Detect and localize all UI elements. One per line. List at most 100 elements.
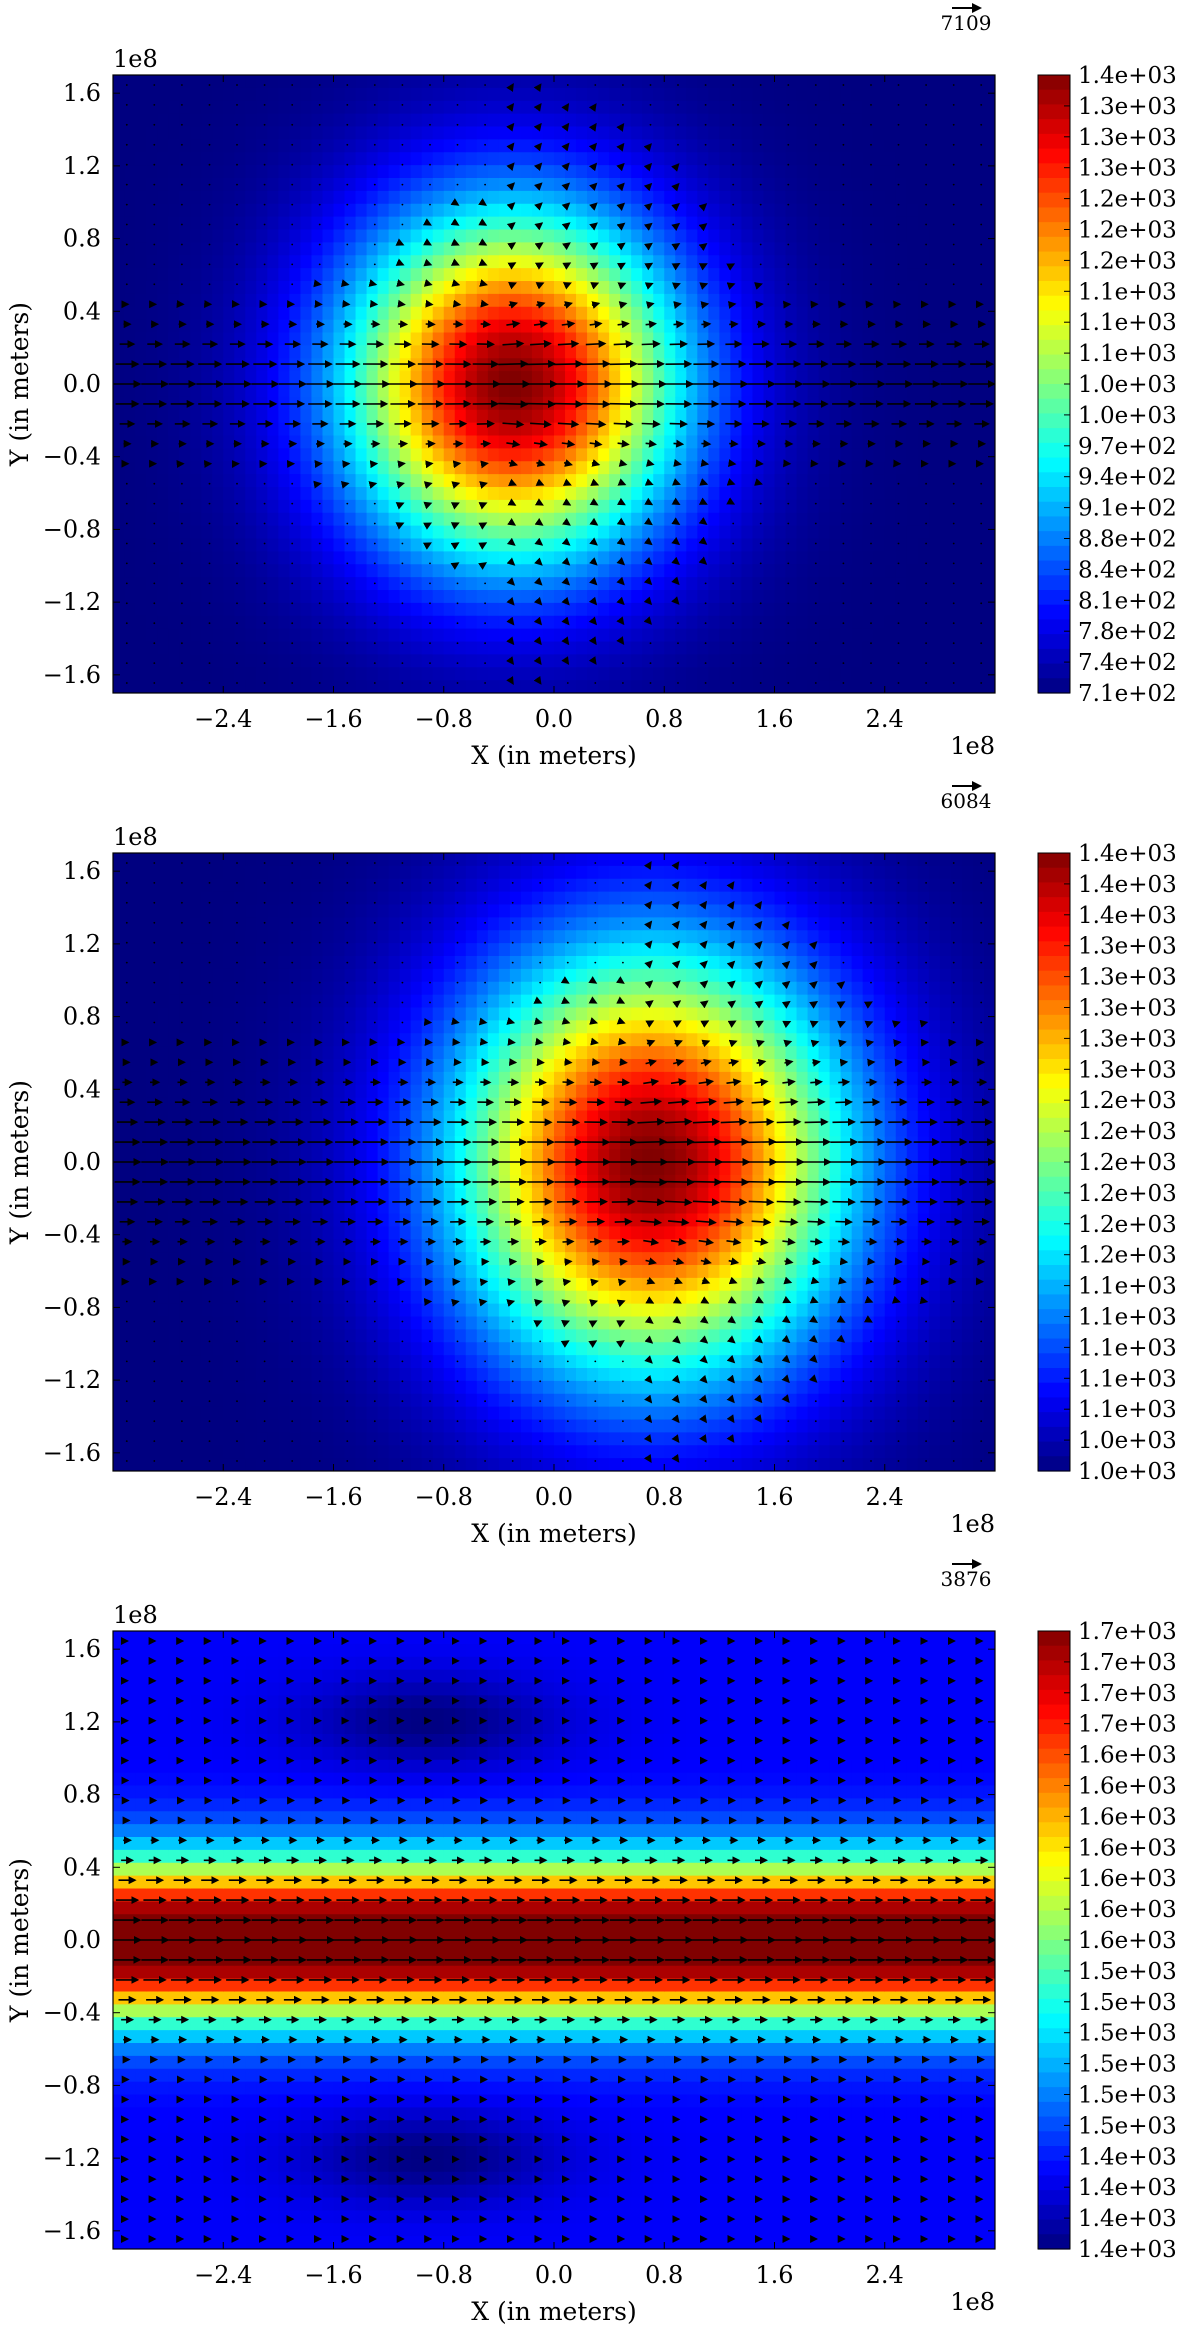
heat-cell xyxy=(190,100,202,115)
heat-cell xyxy=(509,422,522,437)
heat-cell xyxy=(520,499,533,514)
quiver-dot xyxy=(732,602,735,605)
heat-cell xyxy=(763,474,776,488)
heat-cell xyxy=(234,358,246,372)
heat-cell xyxy=(377,190,390,205)
heat-cell xyxy=(267,165,279,179)
heat-cell xyxy=(410,293,423,308)
quiver-arrow xyxy=(506,676,514,685)
heat-cell xyxy=(741,384,754,398)
quiver-dot xyxy=(346,682,349,684)
heat-cell xyxy=(895,641,908,655)
heat-cell xyxy=(928,538,941,552)
quiver-dot xyxy=(429,104,431,106)
heat-cell xyxy=(752,512,765,527)
quiver-dot xyxy=(236,143,238,146)
heat-cell xyxy=(124,75,136,89)
heat-cell xyxy=(917,628,930,643)
quiver-dot xyxy=(263,263,266,266)
heat-cell xyxy=(708,525,720,540)
quiver-dot xyxy=(291,602,294,605)
heat-cell xyxy=(476,409,489,424)
heat-cell xyxy=(212,203,224,218)
heat-cell xyxy=(322,87,335,102)
heat-cell xyxy=(421,319,434,334)
heat-cell xyxy=(399,525,412,540)
heat-cell xyxy=(135,487,147,501)
heat-cell xyxy=(653,229,665,243)
heat-cell xyxy=(157,255,169,269)
heat-cell xyxy=(256,551,268,565)
heat-cell xyxy=(300,345,313,359)
heat-cell xyxy=(300,190,313,205)
heat-cell xyxy=(576,641,588,655)
heat-cell xyxy=(653,358,665,372)
heat-cell xyxy=(862,525,875,540)
heat-cell xyxy=(939,487,952,501)
heat-cell xyxy=(983,680,995,693)
quiver-dot xyxy=(181,263,183,266)
colorbar-label: 8.1e+02 xyxy=(1078,588,1177,614)
heat-cell xyxy=(157,113,169,128)
heat-cell xyxy=(520,229,533,243)
heat-cell xyxy=(895,499,908,514)
heat-cell xyxy=(598,384,610,398)
heat-cell xyxy=(443,281,456,295)
heat-cell xyxy=(212,281,224,295)
heat-cell xyxy=(366,126,379,140)
heat-cell xyxy=(917,409,930,424)
heat-cell xyxy=(300,358,313,372)
quiver-arrow xyxy=(671,263,681,271)
heat-cell xyxy=(245,113,257,128)
heat-cell xyxy=(234,100,246,115)
quiver-arrow xyxy=(698,497,708,505)
heat-cell xyxy=(542,152,555,166)
heat-cell xyxy=(928,165,941,179)
heat-cell xyxy=(443,538,456,552)
quiver-dot xyxy=(429,662,431,664)
heat-cell xyxy=(135,525,147,540)
quiver-dot xyxy=(373,143,376,146)
heat-cell xyxy=(906,628,919,643)
quiver-dot xyxy=(925,163,927,166)
heat-cell xyxy=(928,255,941,269)
heat-cell xyxy=(300,371,313,385)
heat-cell xyxy=(741,190,754,205)
heat-cell xyxy=(509,190,522,205)
heat-cell xyxy=(730,229,743,243)
quiver-arrow xyxy=(588,596,598,606)
heat-cell xyxy=(168,628,180,643)
heat-cell xyxy=(146,422,158,437)
heat-cell xyxy=(366,216,379,231)
heat-cell xyxy=(818,487,831,501)
quiver-dot xyxy=(842,562,845,565)
heat-cell xyxy=(829,165,842,179)
heat-cell xyxy=(796,409,809,424)
heat-cell xyxy=(642,229,654,243)
heat-cell xyxy=(432,525,445,540)
heat-cell xyxy=(917,165,930,179)
heat-cell xyxy=(631,512,643,527)
heat-cell xyxy=(642,113,654,128)
heat-cell xyxy=(531,87,544,102)
heat-cell xyxy=(487,293,500,308)
heat-cell xyxy=(818,358,831,372)
quiver-arrow xyxy=(645,439,657,448)
quiver-dot xyxy=(649,662,652,664)
heat-cell xyxy=(631,75,643,89)
heat-cell xyxy=(179,615,191,630)
heat-cell xyxy=(256,190,268,205)
quiver-dot xyxy=(125,203,128,206)
heat-cell xyxy=(939,319,952,334)
quiver-arrow xyxy=(478,542,488,550)
heat-cell xyxy=(708,654,720,668)
heat-cell xyxy=(741,345,754,359)
quiver-dot xyxy=(787,263,790,266)
chart-panel-1: −2.4 −1.6 −0.8 0.0 0.8 1.6 2.4 1.6 1.2 0.8 0.4 0.0−… xyxy=(0,0,1200,778)
heat-cell xyxy=(818,319,831,334)
heat-cell xyxy=(146,525,158,540)
heat-cell xyxy=(333,641,346,655)
heat-cell xyxy=(190,461,202,475)
heat-cell xyxy=(939,87,952,102)
heat-cell xyxy=(554,641,566,655)
